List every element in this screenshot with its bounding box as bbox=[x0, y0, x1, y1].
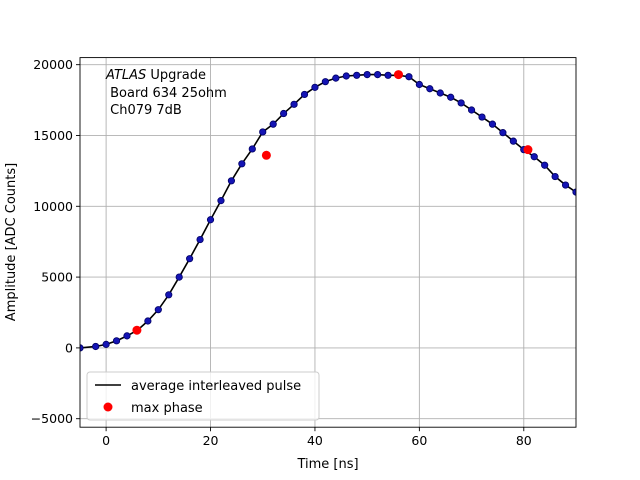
sample-point bbox=[300, 90, 309, 99]
grid bbox=[80, 57, 576, 428]
max-phase-point bbox=[261, 150, 271, 160]
legend: average interleaved pulse max phase bbox=[86, 371, 320, 421]
x-ticks: 0 20 40 60 80 bbox=[102, 427, 532, 448]
annotation-line-3: Ch079 7dB bbox=[106, 103, 182, 118]
sample-point bbox=[311, 83, 319, 91]
sample-point bbox=[227, 177, 236, 185]
sample-point bbox=[248, 145, 256, 153]
y-tick-label: 0 bbox=[65, 340, 73, 355]
sample-point bbox=[112, 337, 121, 345]
sample-point bbox=[499, 129, 507, 137]
sample-point bbox=[144, 317, 152, 325]
annotation: ATLAS Upgrade Board 634 25ohm Ch079 7dB bbox=[105, 68, 227, 118]
sample-point bbox=[259, 128, 267, 136]
sample-point bbox=[206, 216, 215, 224]
sample-point bbox=[353, 71, 361, 79]
x-tick-label: 40 bbox=[307, 433, 323, 448]
max-phase-points bbox=[132, 70, 533, 335]
sample-point bbox=[405, 73, 413, 81]
sample-points bbox=[80, 70, 576, 352]
legend-marker-icon bbox=[103, 402, 113, 412]
sample-point bbox=[269, 120, 277, 128]
sample-point bbox=[196, 235, 204, 244]
plot-frame bbox=[79, 57, 577, 428]
sample-point bbox=[478, 113, 486, 121]
sample-point bbox=[447, 93, 455, 101]
sample-point bbox=[436, 89, 444, 97]
sample-point bbox=[415, 80, 423, 89]
x-axis-label: Time [ns] bbox=[296, 457, 358, 472]
x-tick-label: 80 bbox=[516, 433, 532, 448]
sample-point bbox=[551, 172, 559, 181]
sample-point bbox=[238, 160, 246, 168]
y-ticks: −5000 0 5000 10000 15000 20000 bbox=[31, 57, 80, 426]
x-tick-label: 0 bbox=[102, 433, 110, 448]
sample-point bbox=[186, 255, 194, 263]
sample-point bbox=[541, 161, 549, 169]
sample-point bbox=[123, 332, 131, 340]
sample-point bbox=[321, 78, 329, 86]
y-axis-label: Amplitude [ADC Counts] bbox=[4, 163, 19, 321]
sample-point bbox=[332, 74, 340, 82]
sample-point bbox=[290, 100, 298, 108]
sample-point bbox=[561, 181, 570, 189]
y-tick-label: −5000 bbox=[31, 411, 73, 426]
x-tick-label: 60 bbox=[411, 433, 427, 448]
legend-label-average: average interleaved pulse bbox=[131, 379, 301, 394]
y-tick-label: 5000 bbox=[41, 270, 73, 285]
y-tick-label: 15000 bbox=[33, 128, 73, 143]
sample-point bbox=[102, 340, 110, 348]
sample-point bbox=[457, 99, 465, 107]
sample-point bbox=[426, 85, 434, 93]
sample-point bbox=[509, 137, 517, 145]
max-phase-point bbox=[523, 145, 533, 155]
annotation-upgrade: Upgrade bbox=[146, 68, 206, 83]
annotation-line-1: ATLAS Upgrade bbox=[105, 68, 206, 83]
annotation-line-2: Board 634 25ohm bbox=[106, 86, 227, 101]
plot-area bbox=[80, 70, 576, 352]
annotation-atlas: ATLAS bbox=[105, 68, 146, 83]
y-tick-label: 20000 bbox=[33, 57, 73, 72]
sample-point bbox=[467, 106, 476, 114]
sample-point bbox=[175, 273, 183, 281]
sample-point bbox=[363, 70, 371, 79]
max-phase-point bbox=[393, 70, 403, 80]
sample-point bbox=[154, 306, 162, 314]
y-tick-label: 10000 bbox=[33, 199, 73, 214]
legend-label-max-phase: max phase bbox=[131, 401, 203, 416]
sample-point bbox=[488, 120, 497, 128]
sample-point bbox=[280, 109, 288, 118]
sample-point bbox=[342, 72, 350, 80]
legend-box bbox=[86, 371, 320, 421]
sample-point bbox=[165, 291, 173, 299]
x-tick-label: 20 bbox=[203, 433, 219, 448]
sample-point bbox=[530, 153, 538, 161]
sample-point bbox=[384, 71, 392, 79]
sample-point bbox=[92, 342, 100, 351]
sample-point bbox=[373, 70, 382, 79]
max-phase-point bbox=[132, 325, 142, 335]
sample-point bbox=[217, 197, 225, 205]
